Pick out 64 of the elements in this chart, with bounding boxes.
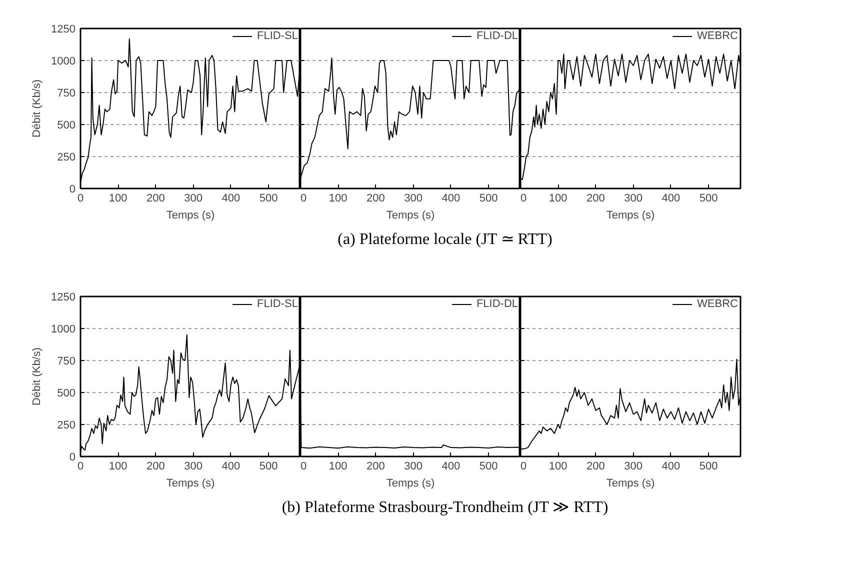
y-tick-label: 0 bbox=[69, 452, 76, 464]
x-tick-label: 300 bbox=[404, 192, 423, 204]
legend-label: WEBRC bbox=[697, 30, 738, 42]
y-tick-label: 1250 bbox=[51, 24, 76, 36]
x-tick-label: 500 bbox=[259, 460, 278, 472]
x-tick-label: 100 bbox=[548, 192, 568, 204]
x-tick-label: 200 bbox=[366, 192, 385, 204]
x-tick-label: 100 bbox=[328, 192, 348, 204]
y-tick-label: 1000 bbox=[51, 324, 76, 336]
x-tick-label: 0 bbox=[77, 460, 84, 472]
legend-label: FLID-DL bbox=[476, 298, 518, 310]
x-tick-label: 100 bbox=[108, 460, 128, 472]
text: (a) Plateforme locale (JT ≃ RTT) bbox=[338, 230, 552, 250]
y-axis-title: Débit (Kb/s) bbox=[31, 347, 44, 406]
y-tick-label: 1250 bbox=[51, 292, 76, 304]
x-tick-label: 100 bbox=[548, 460, 568, 472]
legend-label: WEBRC bbox=[697, 298, 738, 310]
x-tick-label: 300 bbox=[184, 192, 203, 204]
x-tick-label: 200 bbox=[586, 192, 605, 204]
x-tick-label: 500 bbox=[699, 192, 718, 204]
x-tick-label: 500 bbox=[699, 460, 718, 472]
x-tick-label: 200 bbox=[146, 192, 165, 204]
x-tick-label: 300 bbox=[624, 460, 643, 472]
x-tick-label: 200 bbox=[586, 460, 605, 472]
x-axis-title: Temps (s) bbox=[386, 210, 435, 222]
x-tick-label: 300 bbox=[404, 460, 423, 472]
x-axis-title: Temps (s) bbox=[166, 210, 215, 222]
legend-label: FLID-SL bbox=[257, 30, 298, 42]
x-tick-label: 0 bbox=[77, 192, 84, 204]
x-tick-label: 100 bbox=[328, 460, 348, 472]
x-tick-label: 0 bbox=[300, 460, 307, 472]
x-tick-label: 400 bbox=[222, 192, 240, 204]
x-tick-label: 400 bbox=[222, 460, 240, 472]
x-tick-label: 500 bbox=[479, 192, 498, 204]
y-tick-label: 500 bbox=[57, 388, 76, 400]
x-tick-label: 500 bbox=[259, 192, 278, 204]
x-tick-label: 500 bbox=[479, 460, 498, 472]
y-tick-label: 0 bbox=[69, 184, 76, 196]
x-tick-label: 400 bbox=[442, 192, 460, 204]
x-tick-label: 200 bbox=[366, 460, 385, 472]
x-tick-label: 400 bbox=[662, 460, 680, 472]
y-tick-label: 1000 bbox=[51, 56, 76, 68]
legend-label: FLID-SL bbox=[257, 298, 298, 310]
y-tick-label: 250 bbox=[57, 420, 76, 432]
x-tick-label: 200 bbox=[146, 460, 165, 472]
y-tick-label: 500 bbox=[57, 120, 76, 132]
x-axis-title: Temps (s) bbox=[606, 210, 655, 222]
x-tick-label: 300 bbox=[624, 192, 643, 204]
x-tick-label: 100 bbox=[108, 192, 128, 204]
x-tick-label: 400 bbox=[442, 460, 460, 472]
legend-label: FLID-DL bbox=[476, 30, 518, 42]
x-axis-title: Temps (s) bbox=[386, 478, 435, 490]
x-tick-label: 0 bbox=[520, 460, 527, 472]
y-tick-label: 750 bbox=[57, 356, 76, 368]
x-axis-title: Temps (s) bbox=[166, 478, 215, 490]
x-tick-label: 300 bbox=[184, 460, 203, 472]
x-tick-label: 400 bbox=[662, 192, 680, 204]
y-tick-label: 750 bbox=[57, 88, 76, 100]
x-tick-label: 0 bbox=[300, 192, 307, 204]
y-tick-label: 250 bbox=[57, 152, 76, 164]
x-tick-label: 0 bbox=[520, 192, 527, 204]
x-axis-title: Temps (s) bbox=[606, 478, 655, 490]
text: (b) Plateforme Strasbourg-Trondheim (JT ≫ RTT) bbox=[282, 498, 608, 518]
y-axis-title: Débit (Kb/s) bbox=[31, 79, 44, 138]
